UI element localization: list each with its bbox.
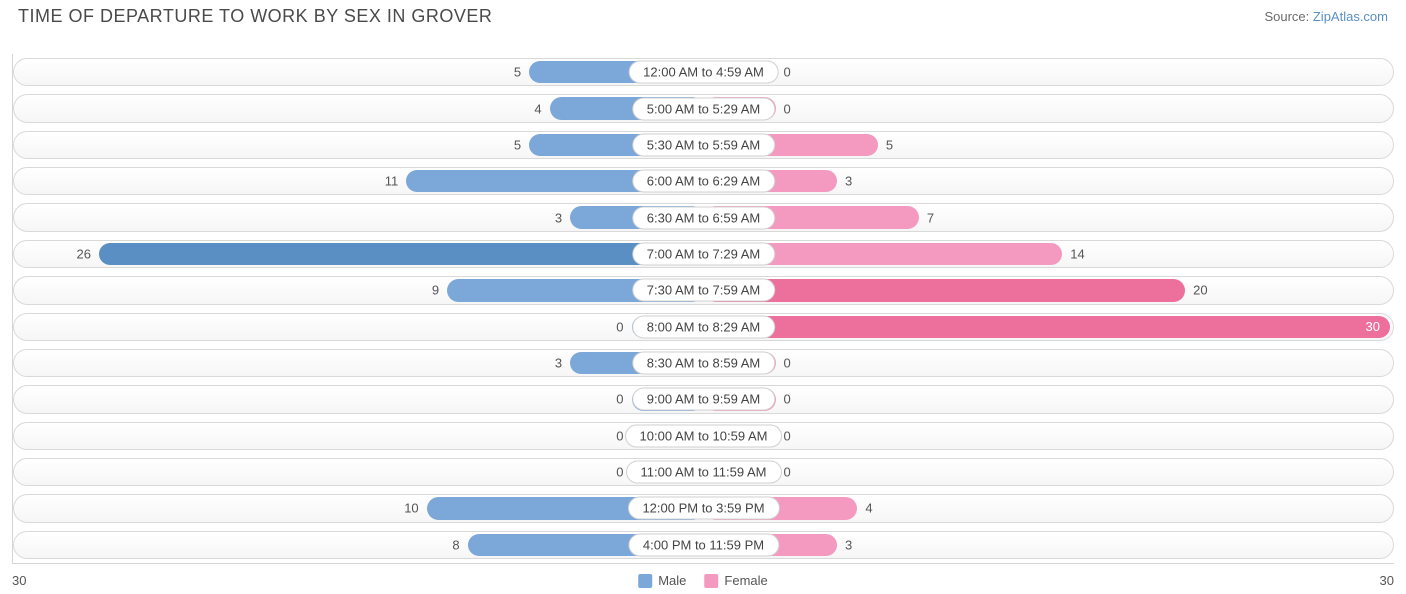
chart-row: 5 0 12:00 AM to 4:59 AM [13, 54, 1394, 90]
chart-rows: 5 0 12:00 AM to 4:59 AM 4 0 5:00 AM to 5:29 A… [13, 54, 1394, 563]
swatch-male [638, 574, 652, 588]
diverging-bar-chart: 5 0 12:00 AM to 4:59 AM 4 0 5:00 AM to 5:29 A… [12, 54, 1394, 564]
source-link[interactable]: ZipAtlas.com [1313, 9, 1388, 24]
chart-row: 0 308:00 AM to 8:29 AM [13, 309, 1394, 345]
bar-male [99, 243, 704, 265]
value-label-female: 0 [784, 101, 791, 116]
swatch-female [704, 574, 718, 588]
value-label-female: 14 [1070, 246, 1084, 261]
value-label-male: 8 [452, 537, 459, 552]
category-label: 9:00 AM to 9:59 AM [632, 388, 775, 411]
value-label-female: 0 [784, 392, 791, 407]
chart-row: 3 7 6:30 AM to 6:59 AM [13, 199, 1394, 235]
axis-max-left: 30 [12, 573, 26, 588]
value-label-female: 3 [845, 537, 852, 552]
value-label-male: 9 [432, 283, 439, 298]
chart-row: 11 3 6:00 AM to 6:29 AM [13, 163, 1394, 199]
legend: Male Female [638, 573, 768, 588]
legend-label-male: Male [658, 573, 686, 588]
value-label-female: 3 [845, 174, 852, 189]
value-label-female: 5 [886, 137, 893, 152]
bar-female: 30 [704, 316, 1391, 338]
chart-row: 3 0 8:30 AM to 8:59 AM [13, 345, 1394, 381]
chart-title: TIME OF DEPARTURE TO WORK BY SEX IN GROV… [18, 6, 492, 27]
value-label-female: 0 [784, 65, 791, 80]
chart-header: TIME OF DEPARTURE TO WORK BY SEX IN GROV… [0, 0, 1406, 31]
category-label: 7:30 AM to 7:59 AM [632, 279, 775, 302]
value-label-female: 0 [784, 356, 791, 371]
legend-label-female: Female [724, 573, 767, 588]
value-label-male: 3 [555, 356, 562, 371]
category-label: 8:30 AM to 8:59 AM [632, 352, 775, 375]
value-label-female: 7 [927, 210, 934, 225]
category-label: 6:30 AM to 6:59 AM [632, 206, 775, 229]
value-label-female: 0 [784, 428, 791, 443]
chart-row: 0 010:00 AM to 10:59 AM [13, 418, 1394, 454]
category-label: 12:00 PM to 3:59 PM [627, 497, 779, 520]
value-label-female: 20 [1193, 283, 1207, 298]
value-label-female: 0 [784, 465, 791, 480]
chart-row: 10 4 12:00 PM to 3:59 PM [13, 490, 1394, 526]
bar-female [704, 279, 1186, 301]
category-label: 5:30 AM to 5:59 AM [632, 133, 775, 156]
value-label-male: 0 [616, 392, 623, 407]
source-label: Source: [1264, 9, 1312, 24]
value-label-male: 26 [76, 246, 90, 261]
value-label-male: 5 [514, 65, 521, 80]
chart-footer: 30 Male Female 30 [12, 573, 1394, 588]
category-label: 12:00 AM to 4:59 AM [628, 61, 779, 84]
category-label: 7:00 AM to 7:29 AM [632, 242, 775, 265]
legend-item-male: Male [638, 573, 686, 588]
value-label-male: 10 [404, 501, 418, 516]
chart-row: 9 20 7:30 AM to 7:59 AM [13, 272, 1394, 308]
value-label-male: 0 [616, 319, 623, 334]
chart-row: 4 0 5:00 AM to 5:29 AM [13, 90, 1394, 126]
legend-item-female: Female [704, 573, 767, 588]
chart-row: 0 011:00 AM to 11:59 AM [13, 454, 1394, 490]
value-label-female: 4 [865, 501, 872, 516]
value-label-male: 0 [616, 428, 623, 443]
axis-max-right: 30 [1380, 573, 1394, 588]
value-label-male: 5 [514, 137, 521, 152]
value-label-male: 4 [534, 101, 541, 116]
value-label-male: 11 [385, 174, 399, 189]
chart-row: 5 5 5:30 AM to 5:59 AM [13, 127, 1394, 163]
value-label-male: 3 [555, 210, 562, 225]
category-label: 10:00 AM to 10:59 AM [625, 424, 783, 447]
chart-row: 8 3 4:00 PM to 11:59 PM [13, 527, 1394, 563]
category-label: 6:00 AM to 6:29 AM [632, 170, 775, 193]
category-label: 5:00 AM to 5:29 AM [632, 97, 775, 120]
category-label: 11:00 AM to 11:59 AM [626, 461, 782, 484]
value-label-male: 0 [616, 465, 623, 480]
source: Source: ZipAtlas.com [1264, 9, 1388, 24]
category-label: 4:00 PM to 11:59 PM [628, 533, 779, 556]
chart-row: 0 0 9:00 AM to 9:59 AM [13, 381, 1394, 417]
category-label: 8:00 AM to 8:29 AM [632, 315, 775, 338]
chart-row: 26 14 7:00 AM to 7:29 AM [13, 236, 1394, 272]
